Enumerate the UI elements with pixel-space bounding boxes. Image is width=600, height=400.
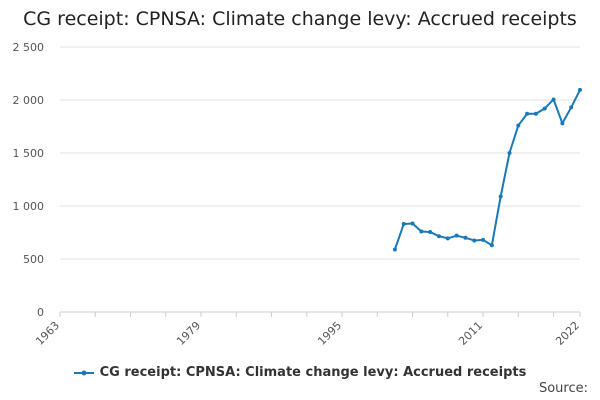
data-point[interactable] [533,111,538,116]
x-tick-label: 1995 [315,319,344,348]
y-tick-label: 500 [23,253,44,266]
data-point[interactable] [551,97,556,102]
data-point[interactable] [463,235,468,240]
data-point[interactable] [428,229,433,234]
data-point[interactable] [454,233,459,238]
data-point[interactable] [498,194,503,199]
x-tick-label: 2022 [553,319,582,348]
data-point[interactable] [489,243,494,248]
legend-series-label: CG receipt: CPNSA: Climate change levy: … [99,365,527,380]
legend[interactable]: CG receipt: CPNSA: Climate change levy: … [0,365,600,380]
y-tick-label: 2 000 [13,94,45,107]
data-point[interactable] [569,105,574,110]
chart-title: CG receipt: CPNSA: Climate change levy: … [23,8,577,30]
x-tick-label: 1963 [33,319,62,348]
y-axis: 0 500 1 000 1 500 2 000 2 500 [13,41,45,319]
y-tick-label: 0 [37,306,44,319]
x-tick-label: 1979 [174,319,203,348]
data-point[interactable] [410,221,415,226]
y-tick-label: 1 000 [13,200,45,213]
x-tick-label: 2011 [456,319,485,348]
x-axis [59,311,581,317]
data-point[interactable] [507,151,512,155]
series-group [392,87,582,252]
data-point[interactable] [436,234,441,239]
y-tick-label: 1 500 [13,147,45,160]
data-point[interactable] [419,229,424,234]
source-label: Source: [538,381,588,396]
data-point[interactable] [401,222,406,227]
data-point[interactable] [578,87,582,92]
data-point[interactable] [516,123,521,128]
data-point[interactable] [560,121,565,126]
series-line [393,89,581,250]
y-tick-label: 2 500 [13,41,45,54]
data-point[interactable] [472,238,477,243]
data-point[interactable] [481,237,486,242]
legend-series-marker [73,370,94,375]
data-point[interactable] [392,247,397,252]
grid-lines [60,46,580,260]
data-point[interactable] [445,236,450,241]
data-point[interactable] [525,111,530,116]
data-point[interactable] [542,106,547,111]
x-axis-tick-labels: 1963 1979 1995 2011 2022 [33,319,582,348]
